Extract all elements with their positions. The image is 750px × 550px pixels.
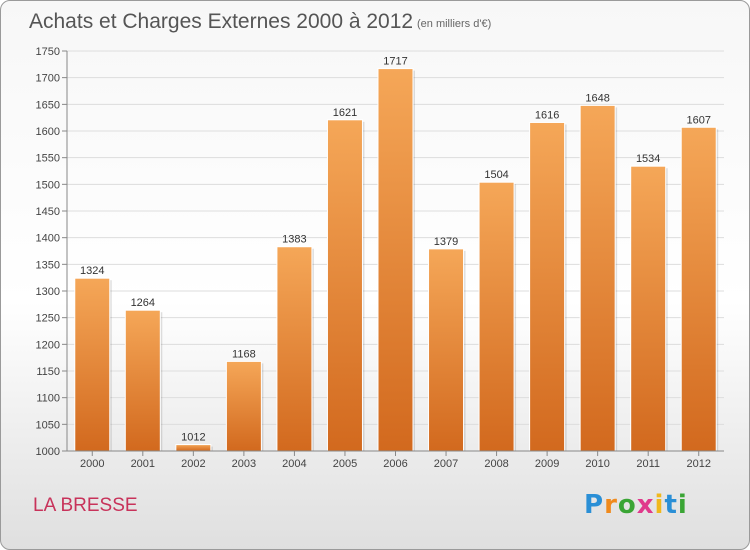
data-label: 1621	[333, 107, 357, 119]
logo-letter: o	[617, 490, 637, 520]
x-tick-label: 2011	[636, 458, 660, 470]
y-tick-label: 1150	[36, 366, 60, 378]
logo-letter: P	[584, 490, 605, 520]
data-label: 1607	[686, 114, 710, 126]
bar	[478, 181, 515, 452]
bars: 1324 1264 1012 1168 1383 1621 1717 1379 1504 1616…	[74, 56, 719, 452]
y-tick-label: 1500	[36, 179, 60, 191]
y-tick-label: 1000	[36, 446, 60, 458]
chart-title: Achats et Charges Externes 2000 à 2012	[29, 10, 413, 33]
data-label: 1379	[434, 236, 458, 248]
bar	[124, 309, 161, 452]
bar	[225, 360, 262, 452]
data-label: 1648	[585, 92, 609, 104]
bar	[579, 104, 616, 452]
proxiti-logo: Proxiti	[584, 490, 688, 520]
data-label: 1616	[535, 109, 559, 121]
y-tick-label: 1550	[36, 153, 60, 165]
bar	[276, 246, 313, 452]
logo-letter: x	[636, 490, 655, 520]
bar	[74, 277, 111, 452]
logo-letter: r	[604, 490, 618, 520]
x-tick-label: 2012	[686, 458, 710, 470]
y-tick-label: 1600	[36, 126, 60, 138]
y-tick-label: 1100	[36, 393, 60, 405]
y-tick-label: 1750	[36, 46, 60, 58]
data-label: 1168	[232, 348, 256, 360]
bar	[377, 68, 414, 452]
x-tick-label: 2008	[484, 458, 508, 470]
data-label: 1324	[80, 265, 104, 277]
y-tick-label: 1700	[36, 73, 60, 85]
x-tick-label: 2005	[333, 458, 357, 470]
x-tick-label: 2006	[383, 458, 407, 470]
y-tick-label: 1300	[36, 286, 60, 298]
logo-letter: t	[664, 490, 678, 520]
y-tick-label: 1450	[36, 206, 60, 218]
x-axis: 2000 2001 2002 2003 2004 2005 2006 2007 2008 2009…	[67, 450, 724, 470]
bar	[175, 444, 212, 452]
y-tick-label: 1200	[36, 339, 60, 351]
x-tick-label: 2010	[585, 458, 609, 470]
x-tick-label: 2000	[80, 458, 104, 470]
x-tick-label: 2003	[232, 458, 256, 470]
commune-name: LA BRESSE	[33, 495, 138, 516]
data-label: 1012	[181, 432, 205, 444]
data-label: 1504	[484, 169, 508, 181]
y-tick-label: 1650	[36, 99, 60, 111]
bar	[630, 165, 667, 452]
data-label: 1264	[131, 297, 155, 309]
logo-letter: i	[654, 490, 665, 520]
data-label: 1717	[383, 56, 407, 68]
x-tick-label: 2009	[535, 458, 559, 470]
x-tick-label: 2001	[131, 458, 155, 470]
data-label: 1534	[636, 153, 660, 165]
x-tick-label: 2002	[181, 458, 205, 470]
x-tick-label: 2004	[282, 458, 306, 470]
y-tick-label: 1050	[36, 419, 60, 431]
chart-subtitle: (en milliers d'€)	[417, 18, 491, 30]
y-tick-label: 1350	[36, 259, 60, 271]
data-label: 1383	[282, 234, 306, 246]
bar	[326, 119, 363, 452]
x-tick-label: 2007	[434, 458, 458, 470]
logo-letter: i	[677, 490, 688, 520]
bar	[529, 121, 566, 452]
y-tick-label: 1250	[36, 313, 60, 325]
bar	[428, 248, 465, 452]
bar	[680, 126, 717, 452]
y-axis: 1000 1050 1100 1150 1200 1250 1300 1350 1400 1450…	[36, 46, 68, 458]
y-tick-label: 1400	[36, 233, 60, 245]
